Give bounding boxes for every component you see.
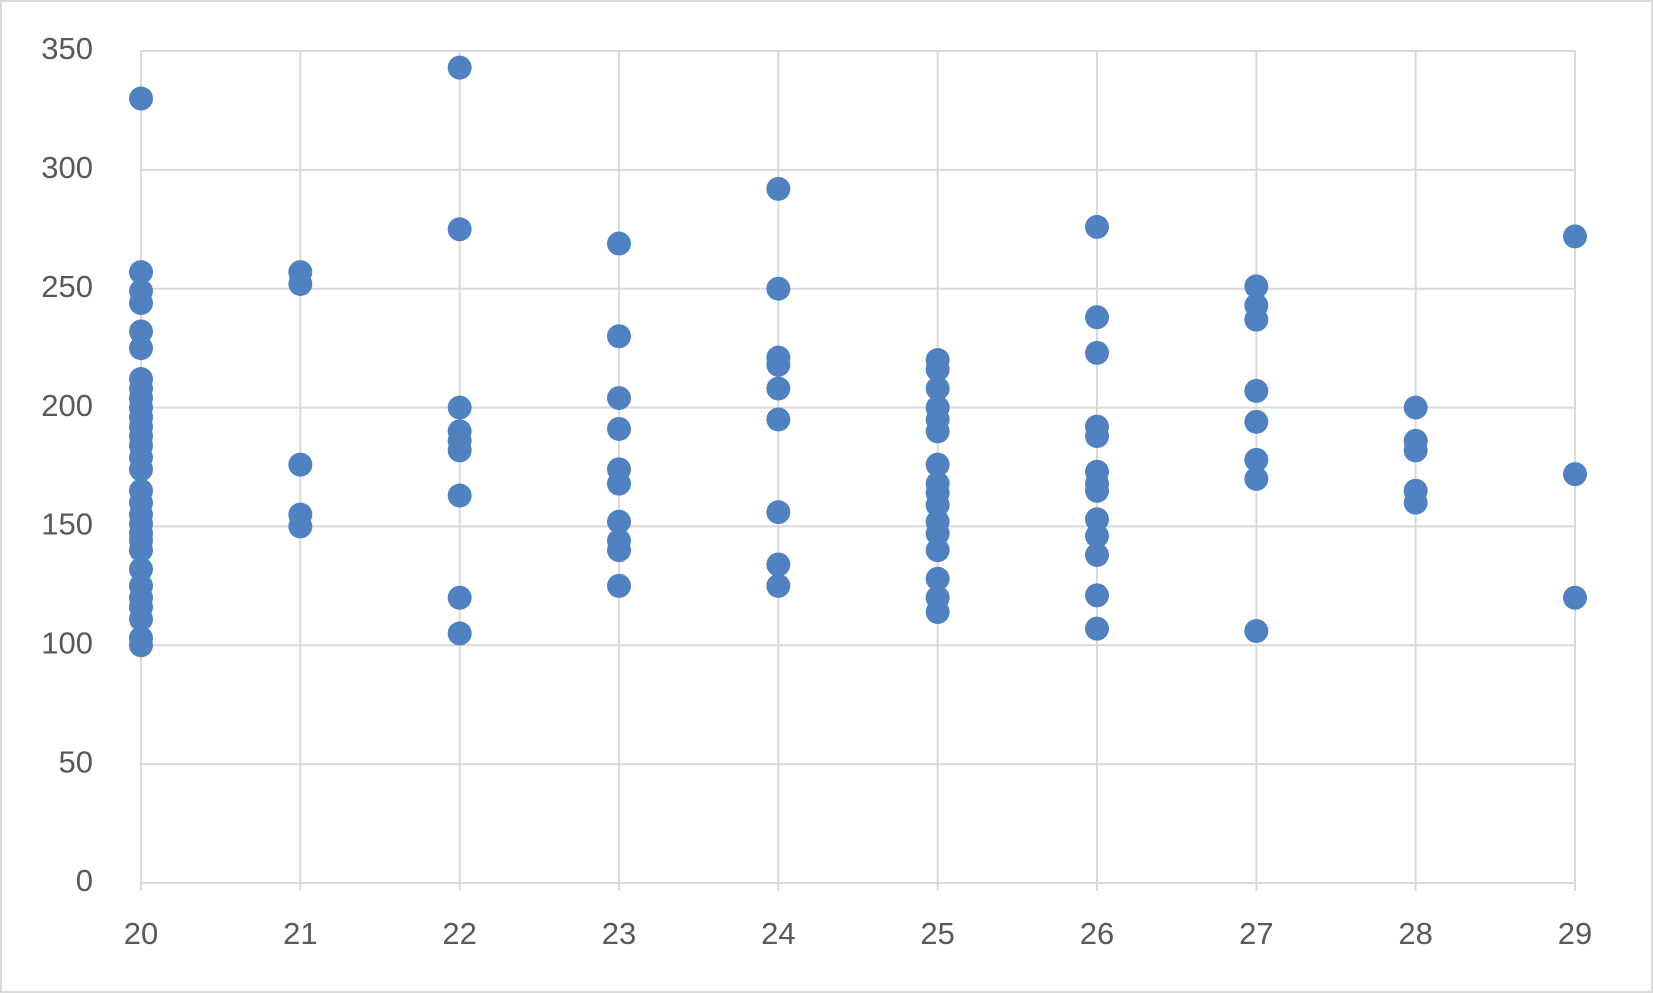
point: [766, 573, 791, 598]
y-tick-label: 100: [41, 625, 93, 660]
point: [288, 452, 313, 477]
point: [607, 416, 631, 441]
y-tick-label: 200: [41, 388, 93, 423]
point: [1563, 224, 1587, 249]
point: [129, 319, 153, 344]
point: [1244, 619, 1269, 644]
point: [1244, 466, 1269, 491]
point: [1085, 616, 1109, 641]
point: [447, 621, 472, 646]
y-tick-label: 150: [41, 507, 93, 542]
point: [288, 514, 313, 539]
point: [288, 271, 313, 296]
point: [447, 395, 472, 420]
point: [1244, 307, 1269, 332]
x-tick-label: 24: [761, 916, 795, 951]
point: [925, 566, 950, 591]
y-tick-label: 350: [41, 31, 93, 66]
point: [1563, 462, 1587, 487]
y-tick-label: 300: [41, 150, 93, 185]
x-tick-label: 23: [602, 916, 636, 951]
point: [129, 457, 153, 482]
x-tick-label: 27: [1239, 916, 1273, 951]
point: [925, 600, 950, 625]
point: [129, 557, 153, 582]
y-tick-label: 50: [59, 744, 93, 779]
point: [447, 217, 472, 242]
point: [925, 493, 950, 518]
point: [607, 324, 631, 349]
point: [607, 538, 631, 563]
point: [129, 607, 153, 632]
point: [129, 538, 153, 563]
point: [129, 290, 153, 315]
point: [766, 176, 791, 201]
x-tick-label: 25: [920, 916, 954, 951]
point: [1563, 585, 1587, 610]
y-tick-label: 250: [41, 269, 93, 304]
point: [129, 86, 153, 111]
point: [607, 386, 631, 411]
point: [1244, 378, 1269, 403]
point: [925, 521, 950, 546]
point: [1085, 542, 1109, 567]
x-tick-label: 21: [283, 916, 317, 951]
point: [447, 438, 472, 463]
point: [1244, 274, 1269, 299]
x-tick-label: 26: [1080, 916, 1114, 951]
point: [766, 500, 791, 525]
point: [129, 336, 153, 361]
point: [1085, 305, 1109, 330]
point: [1244, 447, 1269, 472]
point: [1085, 214, 1109, 239]
point: [607, 509, 631, 534]
point: [607, 573, 631, 598]
point: [1085, 478, 1109, 503]
point: [1085, 583, 1109, 608]
point: [925, 357, 950, 382]
point: [607, 231, 631, 256]
x-tick-label: 20: [124, 916, 158, 951]
point: [129, 260, 153, 285]
point: [925, 419, 950, 444]
point: [1085, 424, 1109, 449]
point: [1085, 523, 1109, 548]
point: [447, 483, 472, 508]
point: [925, 376, 950, 401]
point: [1403, 395, 1428, 420]
point: [129, 633, 153, 658]
point: [1403, 490, 1428, 515]
point: [766, 552, 791, 577]
point: [447, 55, 472, 80]
point: [1085, 507, 1109, 532]
x-tick-label: 28: [1398, 916, 1432, 951]
point: [766, 407, 791, 432]
point: [925, 538, 950, 563]
point: [1403, 438, 1428, 463]
point: [766, 352, 791, 377]
x-tick-label: 29: [1558, 916, 1592, 951]
point: [766, 276, 791, 301]
point: [1085, 340, 1109, 365]
point: [1244, 409, 1269, 434]
point: [607, 471, 631, 496]
point: [447, 585, 472, 610]
point: [766, 376, 791, 401]
y-tick-label: 0: [76, 863, 93, 898]
point: [925, 452, 950, 477]
x-tick-label: 22: [442, 916, 476, 951]
